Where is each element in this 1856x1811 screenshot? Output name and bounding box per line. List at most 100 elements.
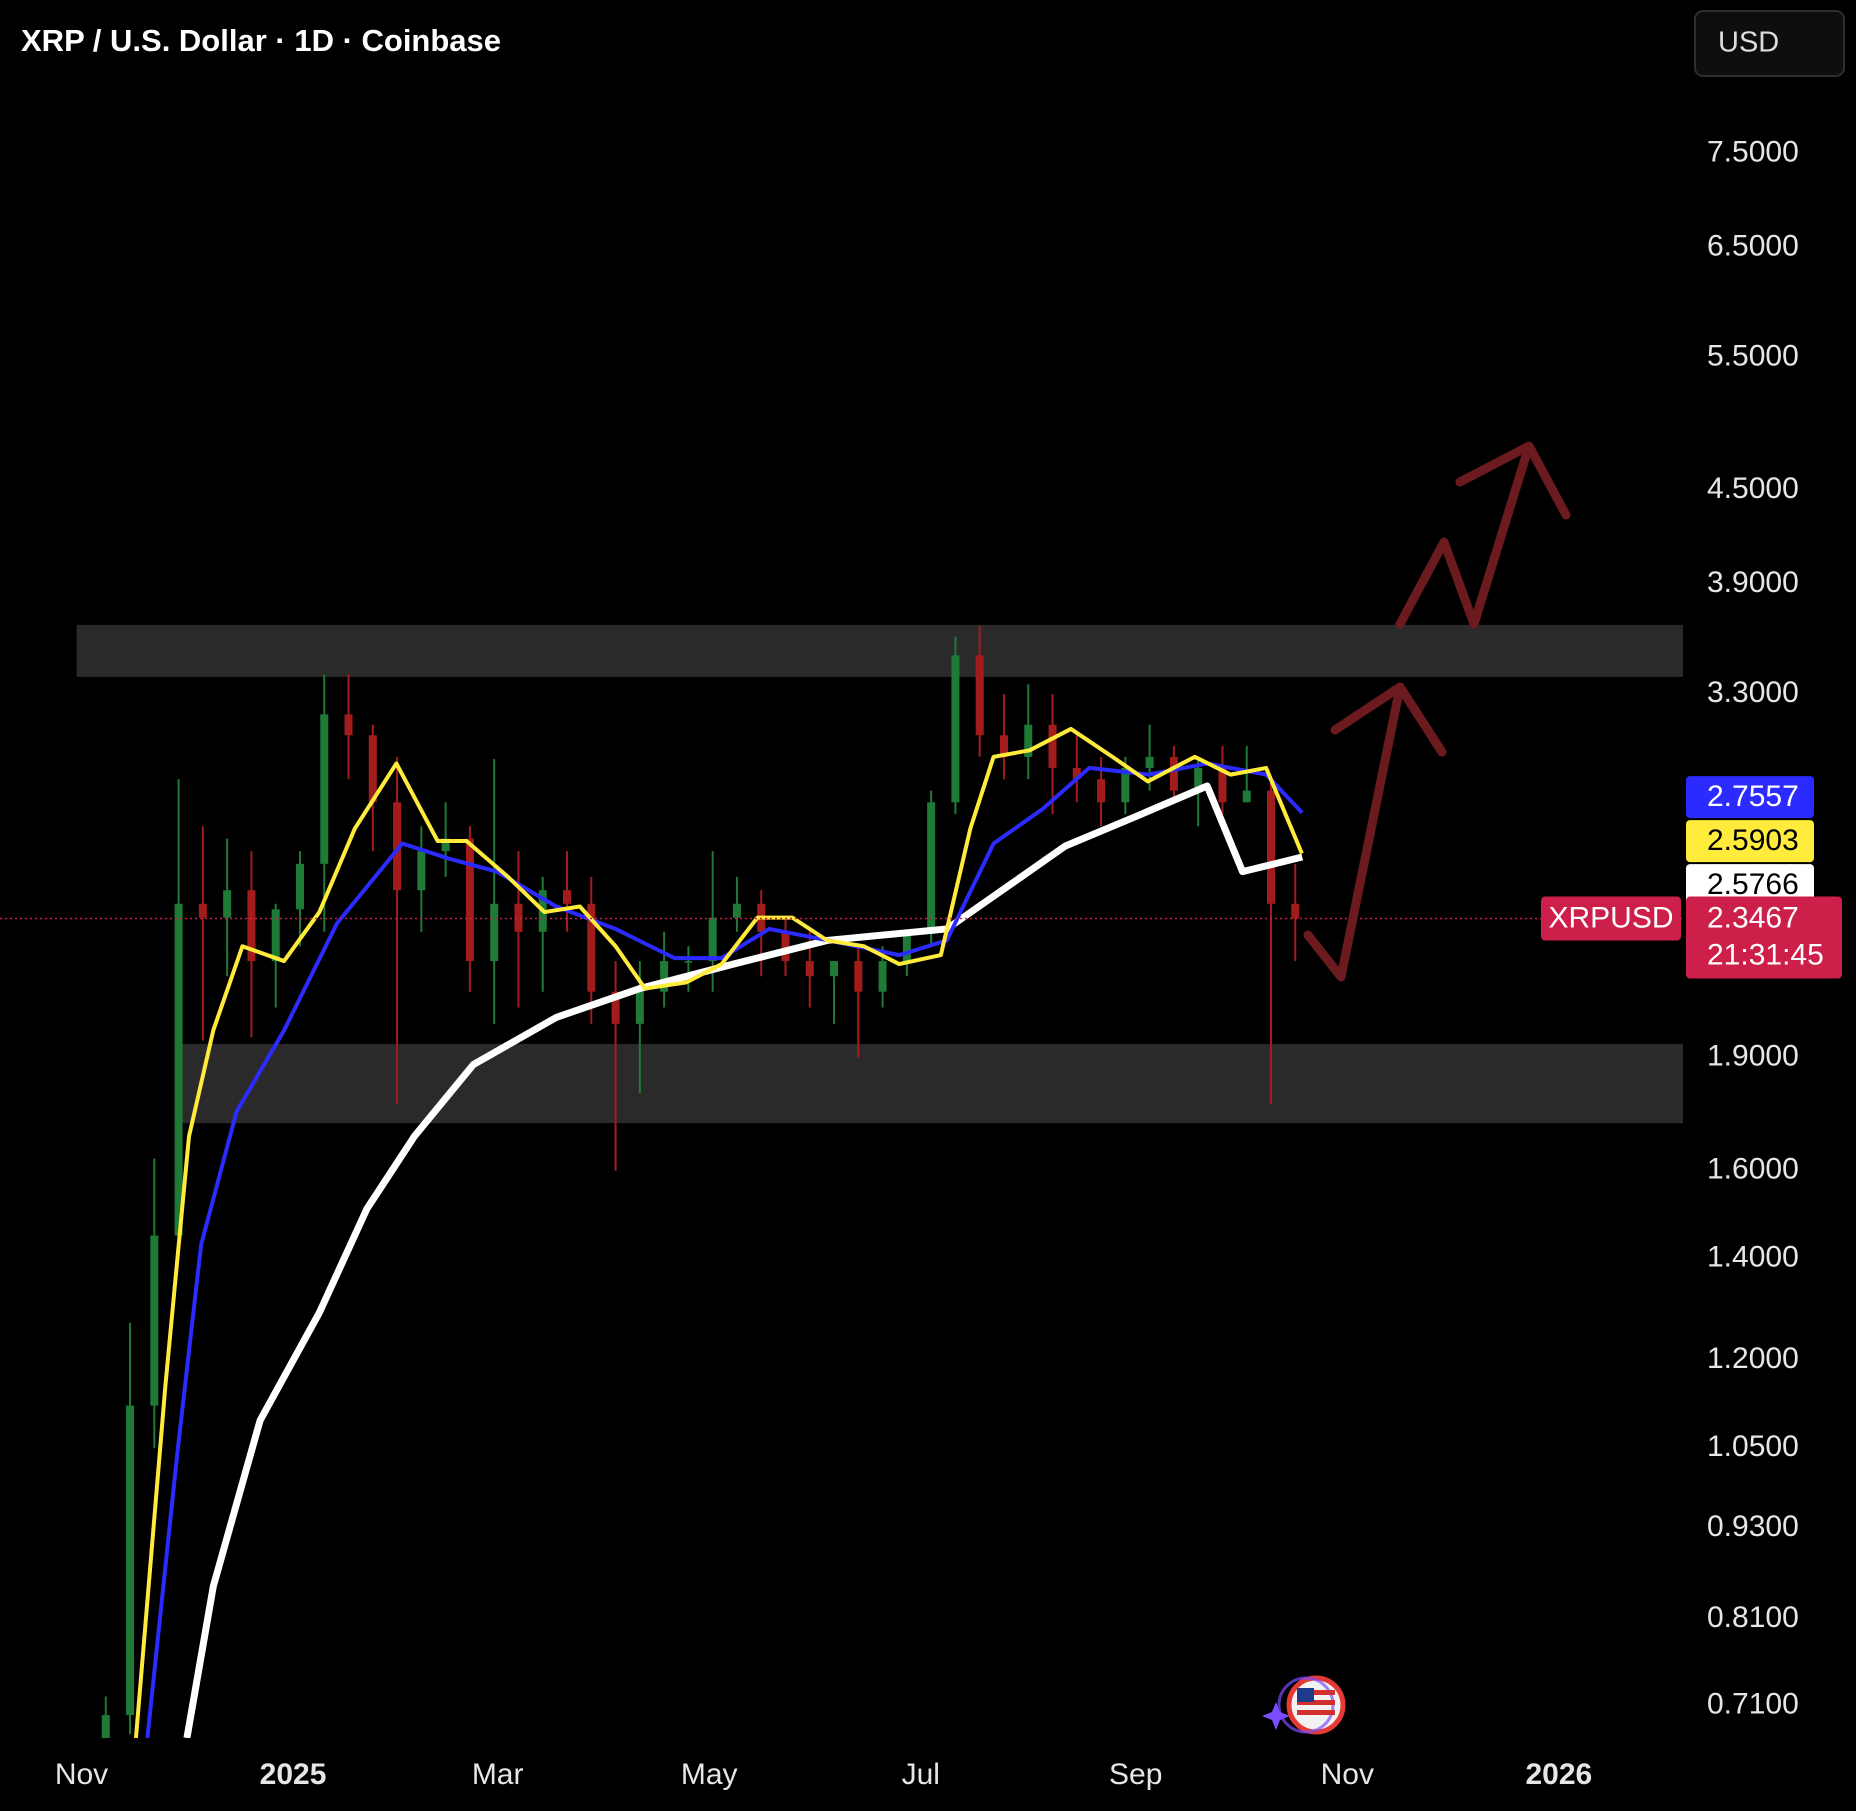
candle-body (101, 1715, 110, 1738)
candles (101, 625, 1300, 1738)
y-tick-label: 1.6000 (1707, 1153, 1799, 1186)
moving-averages (0, 726, 1683, 1738)
candle-body (1267, 790, 1276, 904)
candle-body (611, 991, 620, 1024)
x-tick-label: 2025 (260, 1758, 327, 1791)
candle-body (902, 931, 911, 962)
x-tick-label: Nov (1321, 1758, 1374, 1791)
ma-value-label: 2.5766 (1707, 868, 1799, 901)
x-tick-label: 2026 (1525, 1758, 1592, 1791)
y-tick-label: 7.5000 (1707, 135, 1799, 168)
ma-line (133, 726, 1304, 1738)
news-icon[interactable] (1262, 1675, 1346, 1735)
y-tick-label: 6.5000 (1707, 230, 1799, 263)
candle-body (1169, 756, 1178, 791)
arrow-head (1455, 441, 1571, 520)
candle-body (1072, 767, 1081, 780)
candle-body (927, 802, 936, 932)
candle-body (708, 917, 717, 962)
price-tags: 2.7557 2.5903 2.5766 XRPUSD 2.3467 21:31:45 (1541, 776, 1842, 979)
candle-body (732, 903, 741, 918)
sparkle (1262, 1702, 1290, 1730)
ma-line (183, 782, 1304, 1738)
currency-button-box[interactable] (1694, 10, 1845, 77)
ma-value-label: 2.7557 (1707, 780, 1799, 813)
candle-body (587, 903, 596, 992)
y-tick-label: 1.2000 (1707, 1342, 1799, 1375)
y-tick-label: 1.9000 (1707, 1040, 1799, 1073)
candle-body (198, 903, 207, 918)
candle-body (150, 1235, 159, 1406)
countdown-label: 21:31:45 (1707, 938, 1824, 971)
y-tick-label: 4.5000 (1707, 472, 1799, 505)
candle-body (393, 802, 402, 891)
candle-body (781, 931, 790, 962)
candle-body (247, 890, 256, 962)
zone (76, 624, 1683, 677)
ma-value-tag (1686, 820, 1814, 863)
candle-body (563, 890, 572, 904)
flag-stripe (1297, 1710, 1335, 1715)
candle-body (1097, 779, 1106, 803)
zones (76, 624, 1683, 1124)
candle-body (344, 714, 353, 736)
candle-body (1218, 767, 1227, 803)
chart-title: XRP / U.S. Dollar · 1D · Coinbase (21, 23, 501, 58)
candle-body (465, 838, 474, 962)
candle-body (514, 903, 523, 932)
candle-body (635, 991, 644, 1024)
candle-body (441, 838, 450, 852)
axes: 7.50006.50005.50004.50003.90003.30002.50… (55, 135, 1799, 1790)
y-tick-label: 1.0500 (1707, 1430, 1799, 1463)
flag-stripe (1297, 1700, 1335, 1705)
ma-value-tag (1686, 776, 1814, 819)
candle-body (975, 655, 984, 736)
candle-body (126, 1405, 135, 1716)
ma-value-label: 2.5903 (1707, 824, 1799, 857)
candle-body (1194, 767, 1203, 791)
arrow-path (1395, 441, 1534, 629)
x-tick-label: May (681, 1758, 738, 1791)
candle-body (271, 909, 280, 962)
zone (175, 1043, 1683, 1124)
candle-body (830, 961, 839, 977)
candle-body (417, 851, 426, 891)
candle-body (805, 961, 814, 977)
candle-body (1121, 767, 1130, 803)
x-tick-label: Sep (1109, 1758, 1162, 1791)
price-label: 2.3467 (1707, 901, 1799, 934)
candle-body (223, 890, 232, 918)
candle-body (1145, 756, 1154, 768)
candle-body (951, 655, 960, 803)
x-tick-label: Mar (472, 1758, 524, 1791)
ma-line (145, 761, 1304, 1738)
candle-body (1242, 790, 1251, 803)
y-tick-label: 0.9300 (1707, 1510, 1799, 1543)
y-tick-label: 0.7100 (1707, 1688, 1799, 1721)
candle-body (320, 714, 329, 864)
currency-button[interactable]: USD (1694, 10, 1845, 77)
x-tick-label: Nov (55, 1758, 108, 1791)
candle-body (854, 961, 863, 992)
candle-body (1024, 724, 1033, 757)
candle-body (174, 903, 183, 1236)
y-tick-label: 1.4000 (1707, 1241, 1799, 1274)
symbol-label: XRPUSD (1548, 901, 1673, 934)
y-tick-label: 3.9000 (1707, 566, 1799, 599)
candle-body (490, 903, 499, 962)
candle-body (1048, 724, 1057, 768)
arrow-head (1330, 682, 1447, 757)
flag-stripe (1297, 1690, 1335, 1695)
currency-label[interactable]: USD (1718, 27, 1779, 59)
ma-value-tag (1686, 864, 1814, 907)
candle-body (295, 863, 304, 910)
symbol-tag (1541, 896, 1681, 941)
candle-body (878, 961, 887, 992)
arrow-path (1303, 682, 1405, 982)
drawn-arrows (1303, 441, 1571, 982)
y-tick-label: 5.5000 (1707, 340, 1799, 373)
x-tick-label: Jul (902, 1758, 940, 1791)
candle-body (368, 735, 377, 803)
